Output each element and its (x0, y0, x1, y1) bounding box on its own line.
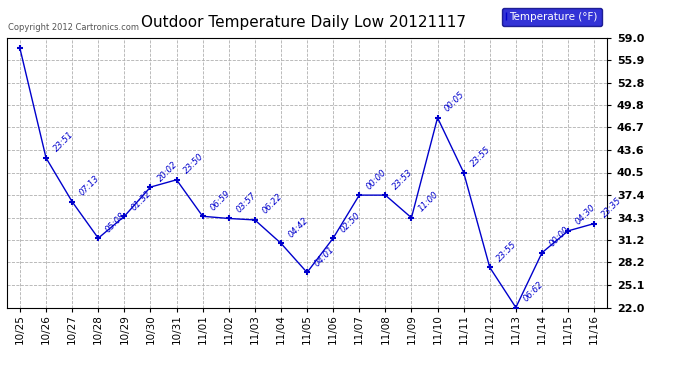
Text: 23:50: 23:50 (182, 152, 206, 176)
Text: 23:55: 23:55 (495, 240, 519, 263)
Text: 05:08: 05:08 (104, 210, 128, 234)
Text: 11:00: 11:00 (417, 190, 441, 214)
Text: 06:59: 06:59 (208, 189, 232, 212)
Text: 23:35: 23:35 (600, 196, 623, 219)
Text: 04:30: 04:30 (573, 203, 598, 227)
Text: 06:22: 06:22 (260, 192, 284, 216)
Text: 01:32: 01:32 (130, 189, 153, 212)
Text: 02:50: 02:50 (339, 210, 362, 234)
Text: 20:02: 20:02 (156, 159, 179, 183)
Text: 00:00: 00:00 (547, 225, 571, 249)
Text: 03:57: 03:57 (235, 191, 258, 214)
Text: 04:01: 04:01 (313, 245, 336, 268)
Text: 23:51: 23:51 (52, 130, 75, 154)
Text: Outdoor Temperature Daily Low 20121117: Outdoor Temperature Daily Low 20121117 (141, 15, 466, 30)
Text: 23:55: 23:55 (469, 145, 493, 168)
Text: 06:62: 06:62 (522, 280, 545, 303)
Text: 00:05: 00:05 (443, 90, 466, 114)
Text: 00:00: 00:00 (365, 167, 388, 191)
Text: 04:42: 04:42 (286, 216, 310, 239)
Text: 23:53: 23:53 (391, 167, 415, 191)
Legend: Temperature (°F): Temperature (°F) (502, 8, 602, 26)
Text: Copyright 2012 Cartronics.com: Copyright 2012 Cartronics.com (8, 23, 139, 32)
Text: 07:13: 07:13 (78, 174, 101, 198)
